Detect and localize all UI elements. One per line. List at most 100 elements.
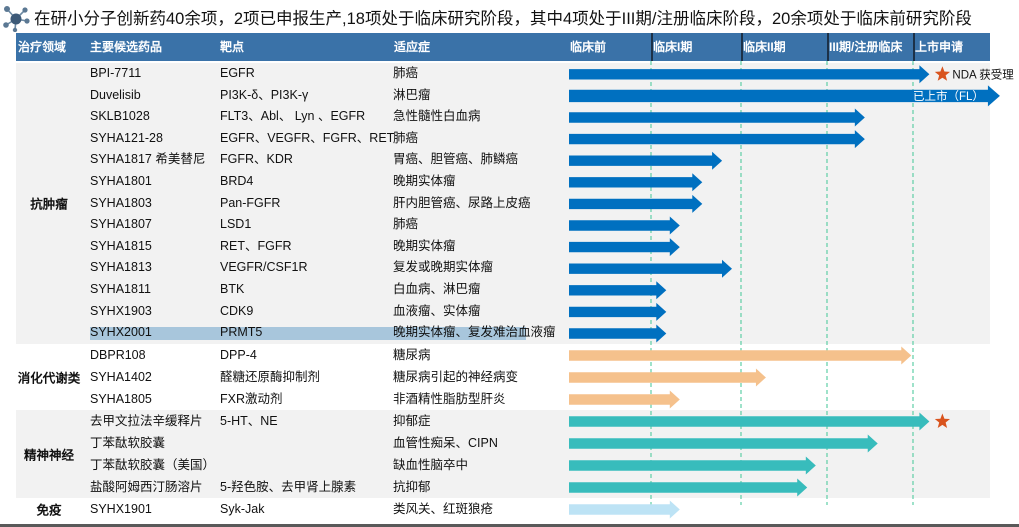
drug-target: FGFR、KDR: [220, 152, 293, 167]
drug-indication: 肝内胆管癌、尿路上皮癌: [393, 195, 531, 210]
pipeline-row: BPI-7711 EGFR 肺癌: [0, 63, 1019, 85]
pipeline-row: DBPR108 DPP-4 糖尿病: [0, 344, 1019, 366]
drug-target: FXR激动剂: [220, 392, 283, 406]
drug-name: DBPR108: [90, 348, 146, 362]
drug-target: Pan-FGFR: [220, 195, 281, 210]
bottom-rule: [0, 524, 1019, 527]
therapy-area-label: 消化代谢类: [17, 371, 81, 386]
drug-name: SYHA1813: [90, 260, 152, 275]
drug-indication: 晚期实体瘤、复发难治血液瘤: [393, 325, 556, 340]
drug-indication: 血液瘤、实体瘤: [393, 303, 481, 318]
drug-target: EGFR、VEGFR、FGFR、RET: [220, 130, 395, 145]
therapy-area-label: 免疫: [36, 503, 62, 518]
drug-indication: 血管性痴呆、CIPN: [393, 436, 498, 450]
pipeline-row: SYHA1402 醛糖还原酶抑制剂 糖尿病引起的神经病变: [0, 366, 1019, 388]
drug-name: BPI-7711: [90, 66, 142, 80]
pipeline-row: 去甲文拉法辛缓释片 5-HT、NE 抑郁症: [0, 410, 1019, 432]
header-divider: [913, 33, 915, 61]
header-stage-preclinical: 临床前: [570, 40, 607, 54]
pipeline-row: SYHA1807 LSD1 肺癌: [0, 214, 1019, 236]
drug-name: SYHA1402: [90, 370, 152, 384]
drug-indication: 抗抑郁: [393, 480, 431, 494]
drug-indication: 肺癌: [393, 130, 419, 145]
drug-name: SYHA1803: [90, 195, 152, 210]
pipeline-row: SYHA1803 Pan-FGFR 肝内胆管癌、尿路上皮癌: [0, 193, 1019, 215]
drug-target: BRD4: [220, 174, 254, 188]
drug-target: DPP-4: [220, 348, 257, 362]
drug-name: 盐酸阿姆西汀肠溶片: [90, 480, 203, 494]
header-stage-phase3: III期/注册临床: [829, 40, 903, 54]
drug-name: SYHX1903: [90, 303, 152, 318]
drug-target: 5-HT、NE: [220, 414, 278, 428]
drug-name: SYHX1901: [90, 502, 152, 516]
pipeline-row: SYHA121-28 EGFR、VEGFR、FGFR、RET 肺癌: [0, 128, 1019, 150]
drug-target: FLT3、Abl、 Lyn 、EGFR: [220, 109, 366, 124]
drug-target: BTK: [220, 282, 245, 296]
header-stage-phase2: 临床II期: [743, 40, 786, 54]
drug-indication: 胃癌、胆管癌、肺鳞癌: [393, 152, 519, 167]
pipeline-row: SYHA1801 BRD4 晚期实体瘤: [0, 171, 1019, 193]
drug-indication: 非酒精性脂肪型肝炎: [393, 392, 506, 406]
drug-indication: 急性髓性白血病: [393, 109, 481, 124]
row-selection-highlight: [90, 327, 526, 341]
drug-indication: 复发或晚期实体瘤: [393, 260, 494, 275]
drug-name: SYHA1807: [90, 217, 152, 232]
drug-name: SYHA121-28: [90, 130, 163, 145]
drug-name: SYHX2001: [90, 325, 152, 340]
drug-indication: 淋巴瘤: [393, 87, 431, 102]
drug-name: SKLB1028: [90, 109, 150, 124]
header-stage-phase1: 临床I期: [653, 40, 693, 54]
pipeline-row: SYHA1805 FXR激动剂 非酒精性脂肪型肝炎: [0, 388, 1019, 410]
drug-indication: 抑郁症: [393, 414, 431, 428]
drug-target: PRMT5: [220, 325, 263, 340]
pipeline-row: SYHA1813 VEGFR/CSF1R 复发或晚期实体瘤: [0, 257, 1019, 279]
molecule-icon: [2, 4, 30, 33]
pipeline-row: SYHX1901 Syk-Jak 类风关、红斑狼疮: [0, 498, 1019, 520]
drug-target: RET、FGFR: [220, 238, 292, 253]
drug-target: EGFR: [220, 66, 255, 80]
header-stage-nda: 上市申请: [915, 40, 964, 54]
pipeline-row: SYHX1903 CDK9 血液瘤、实体瘤: [0, 301, 1019, 323]
header-divider: [651, 33, 653, 61]
pipeline-row-selected: SYHX2001 PRMT5 晚期实体瘤、复发难治血液瘤: [0, 322, 1019, 344]
drug-target: Syk-Jak: [220, 502, 265, 516]
drug-indication: 白血病、淋巴瘤: [393, 282, 481, 296]
drug-indication: 糖尿病引起的神经病变: [393, 370, 519, 384]
drug-indication: 晚期实体瘤: [393, 174, 456, 188]
drug-name: SYHA1817 希美替尼: [90, 152, 206, 167]
drug-indication: 糖尿病: [393, 348, 431, 362]
therapy-area-label: 精神神经: [23, 448, 74, 463]
drug-indication: 类风关、红斑狼疮: [393, 502, 494, 516]
pipeline-row: Duvelisib PI3K-δ、PI3K-γ 淋巴瘤: [0, 85, 1019, 107]
therapy-section: 消化代谢类: [16, 344, 990, 410]
drug-indication: 肺癌: [393, 217, 419, 232]
slide-title: 在研小分子创新药40余项，2项已申报生产,18项处于临床研究阶段，其中4项处于I…: [34, 10, 972, 28]
drug-name: SYHA1815: [90, 238, 152, 253]
drug-indication: 肺癌: [393, 66, 419, 80]
header-target: 靶点: [220, 40, 245, 54]
drug-target: PI3K-δ、PI3K-γ: [220, 87, 309, 102]
drug-name: 丁苯酞软胶囊（美国）: [90, 458, 216, 472]
drug-name: SYHA1811: [90, 282, 151, 296]
header-divider: [827, 33, 829, 61]
pipeline-row: SYHA1817 希美替尼 FGFR、KDR 胃癌、胆管癌、肺鳞癌: [0, 149, 1019, 171]
header-indication: 适应症: [394, 40, 431, 54]
pipeline-row: 丁苯酞软胶囊（美国） 缺血性脑卒中: [0, 454, 1019, 476]
drug-target: LSD1: [220, 217, 252, 232]
drug-indication: 晚期实体瘤: [393, 238, 456, 253]
therapy-section: 免疫: [16, 498, 990, 520]
drug-target: CDK9: [220, 303, 254, 318]
pipeline-row: SYHA1811 BTK 白血病、淋巴瘤: [0, 279, 1019, 301]
drug-name: SYHA1805: [90, 392, 152, 406]
drug-indication: 缺血性脑卒中: [393, 458, 469, 472]
pipeline-row: 盐酸阿姆西汀肠溶片 5-羟色胺、去甲肾上腺素 抗抑郁: [0, 476, 1019, 498]
drug-target: 5-羟色胺、去甲肾上腺素: [220, 480, 357, 494]
header-therapy-area: 治疗领域: [18, 40, 67, 54]
pipeline-row: 丁苯酞软胶囊 血管性痴呆、CIPN: [0, 432, 1019, 454]
header-divider: [741, 33, 743, 61]
pipeline-row: SKLB1028 FLT3、Abl、 Lyn 、EGFR 急性髓性白血病: [0, 106, 1019, 128]
drug-target: VEGFR/CSF1R: [220, 260, 308, 275]
drug-target: 醛糖还原酶抑制剂: [220, 370, 321, 384]
header-candidate-drug: 主要候选药品: [90, 40, 163, 54]
drug-name: Duvelisib: [90, 87, 141, 102]
